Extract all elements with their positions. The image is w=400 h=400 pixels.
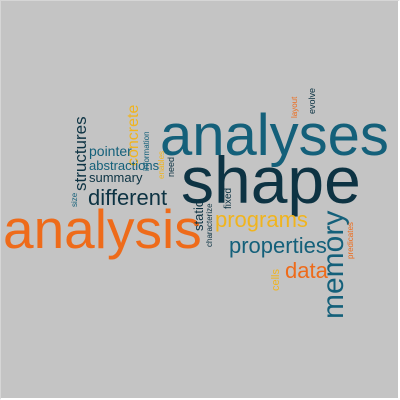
word-memory: memory (317, 210, 350, 319)
word-structures: structures (71, 116, 90, 191)
word-information: information (142, 131, 151, 171)
word-pointer: pointer (89, 143, 132, 159)
word-summary: summary (89, 170, 143, 185)
word-data: data (285, 258, 328, 283)
word-enables: enables (157, 150, 166, 179)
word-size: size (70, 192, 79, 207)
word-shape: shape (181, 143, 361, 217)
word-fixed: fixed (223, 187, 234, 209)
word-evolve: evolve (307, 87, 317, 114)
word-analysis: analysis (3, 198, 202, 260)
word-characterize: characterize (205, 203, 214, 247)
word-abstractions: abstractions (89, 158, 160, 173)
word-analyses: analyses (160, 103, 389, 168)
word-static: static (191, 200, 206, 231)
word-programs: programs (215, 207, 308, 232)
word-cells: cells (270, 268, 282, 291)
word-need: need (166, 156, 176, 177)
word-layout: layout (290, 96, 299, 118)
word-different: different (88, 185, 168, 210)
word-predicates: predicates (346, 222, 355, 259)
word-properties: properties (229, 233, 327, 258)
